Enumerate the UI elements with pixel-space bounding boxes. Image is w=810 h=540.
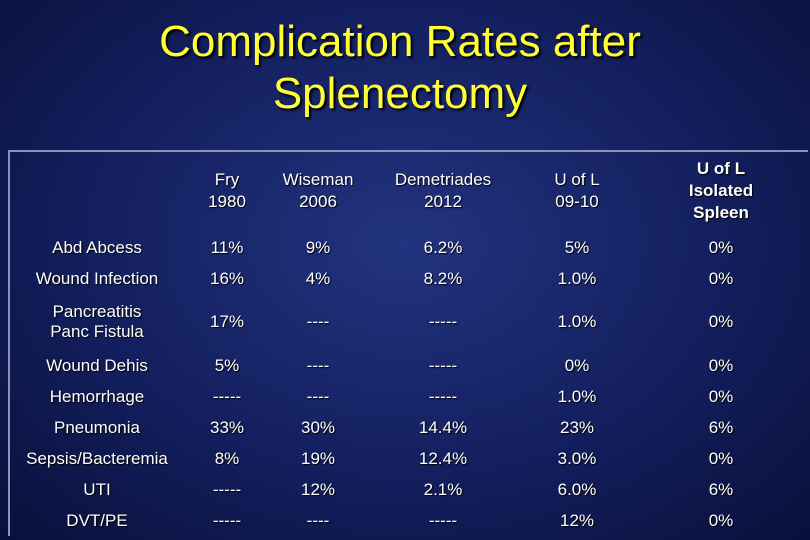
table-row: UTI ----- 12% 2.1% 6.0% 6% [8,474,806,505]
cell-demetriades-2012: 6.2% [423,237,463,257]
cell-demetriades-2012: 8.2% [423,268,463,288]
row-label: Pancreatitis Panc Fistula [50,302,144,341]
cell-uofl-09-10: 0% [564,355,590,375]
header-cell-wiseman-2006: Wiseman 2006 [282,170,354,211]
cell-demetriades-2012: ----- [428,312,458,331]
cell-wiseman-2006: ---- [306,386,330,406]
table-row: Pneumonia 33% 30% 14.4% 23% 6% [8,412,806,443]
cell-fry-1980: ----- [212,479,242,499]
cell-wiseman-2006: 30% [300,417,336,437]
header-cell-uofl-09-10: U of L 09-10 [554,170,600,211]
cell-wiseman-2006: 9% [305,237,331,257]
cell-wiseman-2006: 12% [300,479,336,499]
complication-rates-table: Fry 1980 Wiseman 2006 Demetriades 2012 U of… [8,150,806,536]
table-row: Pancreatitis Panc Fistula 17% ---- ----- 1.0%… [8,294,806,350]
cell-fry-1980: ----- [212,510,242,530]
table-row: Wound Infection 16% 4% 8.2% 1.0% 0% [8,263,806,294]
row-label: Hemorrhage [49,386,145,406]
slide-title-line-1: Complication Rates after [159,17,641,66]
row-label: Abd Abcess [52,237,142,257]
cell-uofl-isolated-spleen: 0% [708,386,734,406]
cell-uofl-09-10: 1.0% [557,312,597,331]
cell-fry-1980: 16% [209,268,245,288]
cell-uofl-isolated-spleen: 0% [708,448,734,468]
cell-uofl-isolated-spleen: 6% [708,417,734,437]
row-label: Wound Infection [35,268,159,288]
cell-fry-1980: 11% [210,237,244,257]
cell-uofl-09-10: 5% [564,237,590,257]
header-cell-uofl-isolated-spleen: U of L Isolated Spleen [688,159,754,222]
cell-uofl-isolated-spleen: 0% [708,312,734,331]
row-label: Sepsis/Bacteremia [26,448,168,468]
table-row: Hemorrhage ----- ---- ----- 1.0% 0% [8,381,806,412]
cell-uofl-isolated-spleen: 0% [708,268,734,288]
row-label: Pneumonia [53,417,140,437]
table-body: Abd Abcess 11% 9% 6.2% 5% 0% Wound Infection 16… [8,232,806,536]
cell-uofl-09-10: 3.0% [557,448,597,468]
table-row: Wound Dehis 5% ---- ----- 0% 0% [8,350,806,381]
cell-uofl-09-10: 12% [559,510,595,530]
slide-title: Complication Rates after Splenectomy [60,16,740,120]
cell-wiseman-2006: ---- [306,312,330,331]
cell-wiseman-2006: ---- [306,510,330,530]
cell-demetriades-2012: 2.1% [423,479,463,499]
cell-fry-1980: 33% [209,417,245,437]
cell-demetriades-2012: 14.4% [418,417,468,437]
cell-uofl-isolated-spleen: 0% [708,355,734,375]
row-label: DVT/PE [66,510,128,530]
header-cell-fry-1980: Fry 1980 [208,170,246,211]
cell-wiseman-2006: 4% [305,268,331,288]
cell-fry-1980: 8% [214,448,240,468]
cell-uofl-09-10: 1.0% [557,268,597,288]
slide-title-line-2: Splenectomy [272,69,528,118]
cell-uofl-09-10: 23% [559,417,595,437]
cell-wiseman-2006: 19% [300,448,336,468]
cell-uofl-isolated-spleen: 0% [708,510,734,530]
row-label: UTI [83,479,111,499]
table-header-row: Fry 1980 Wiseman 2006 Demetriades 2012 U of… [8,150,806,232]
cell-demetriades-2012: 12.4% [418,448,468,468]
row-label: Wound Dehis [46,355,148,375]
cell-fry-1980: ----- [212,386,242,406]
cell-wiseman-2006: ---- [306,355,330,375]
table-row: DVT/PE ----- ---- ----- 12% 0% [8,505,806,536]
table-row: Abd Abcess 11% 9% 6.2% 5% 0% [8,232,806,263]
cell-demetriades-2012: ----- [428,355,458,375]
cell-demetriades-2012: ----- [428,386,458,406]
header-cell-empty [8,150,186,232]
cell-fry-1980: 5% [214,355,240,375]
cell-fry-1980: 17% [209,312,245,331]
header-cell-demetriades-2012: Demetriades 2012 [394,170,492,211]
cell-demetriades-2012: ----- [428,510,458,530]
cell-uofl-09-10: 6.0% [557,479,597,499]
cell-uofl-isolated-spleen: 6% [708,479,734,499]
cell-uofl-09-10: 1.0% [557,386,597,406]
cell-uofl-isolated-spleen: 0% [708,237,734,257]
table-row: Sepsis/Bacteremia 8% 19% 12.4% 3.0% 0% [8,443,806,474]
